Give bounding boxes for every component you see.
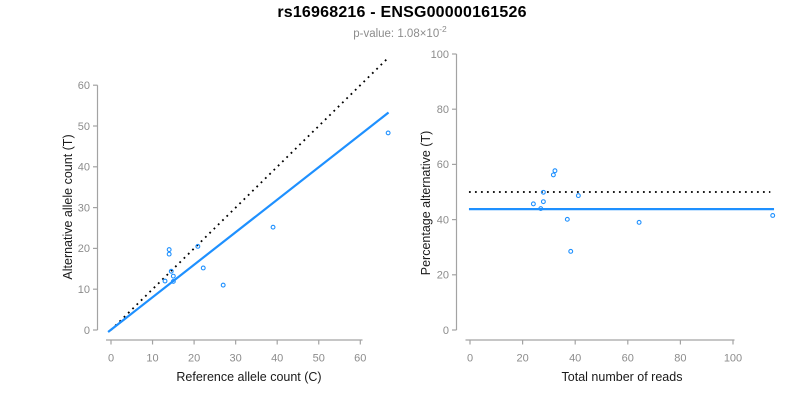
left-xaxis-label: Reference allele count (C) (176, 370, 322, 384)
data-point (564, 216, 570, 222)
y-tick-label: 10 (78, 284, 90, 296)
y-tick-label: 100 (431, 49, 449, 61)
left-yaxis-label: Alternative allele count (T) (61, 134, 75, 280)
x-tick-label: 10 (146, 353, 158, 365)
x-tick-label: 60 (622, 353, 634, 365)
right-xaxis-label: Total number of reads (561, 370, 683, 384)
x-tick-label: 0 (467, 353, 473, 365)
data-point (170, 273, 176, 279)
x-tick-label: 40 (271, 353, 283, 365)
data-point (538, 206, 544, 212)
pvalue-text: p-value: 1.08×10 (353, 27, 440, 40)
data-point (636, 219, 642, 225)
y-tick-label: 80 (437, 104, 449, 116)
data-point (575, 193, 581, 199)
data-point (385, 130, 391, 136)
pvalue-exponent: -2 (439, 24, 447, 34)
y-tick-label: 60 (437, 159, 449, 171)
x-tick-label: 50 (313, 353, 325, 365)
data-point (568, 248, 574, 254)
x-tick-label: 80 (674, 353, 686, 365)
y-tick-label: 20 (437, 270, 449, 282)
pvalue-subtitle: p-value: 1.08×10-2 (0, 24, 800, 40)
y-tick-label: 50 (78, 121, 90, 133)
data-point (552, 168, 558, 174)
y-tick-label: 40 (78, 162, 90, 174)
y-tick-label: 20 (78, 243, 90, 255)
data-point (270, 224, 276, 230)
page-title: rs16968216 - ENSG00000161526 (277, 4, 527, 21)
x-tick-label: 60 (354, 353, 366, 365)
data-point (550, 172, 556, 178)
x-tick-label: 40 (569, 353, 581, 365)
identity-line (110, 58, 388, 331)
data-point (540, 189, 546, 195)
x-tick-label: 100 (724, 353, 742, 365)
data-point (168, 268, 174, 274)
data-point (195, 243, 201, 249)
y-tick-label: 30 (78, 202, 90, 214)
fit-line (107, 111, 390, 333)
x-tick-label: 0 (108, 353, 114, 365)
y-tick-label: 0 (84, 325, 90, 337)
y-tick-label: 60 (78, 80, 90, 92)
data-point (530, 201, 536, 207)
data-point (200, 265, 206, 271)
y-tick-label: 0 (443, 325, 449, 337)
data-point (770, 213, 776, 218)
x-tick-label: 20 (188, 353, 200, 365)
x-tick-label: 20 (516, 353, 528, 365)
data-point (162, 278, 168, 284)
right-yaxis-label: Percentage alternative (T) (419, 130, 433, 276)
y-tick-label: 40 (437, 214, 449, 226)
data-point (170, 278, 176, 284)
data-point (166, 251, 172, 257)
x-tick-label: 30 (230, 353, 242, 365)
data-point (540, 199, 546, 205)
data-point (220, 282, 226, 288)
data-point (166, 247, 172, 253)
